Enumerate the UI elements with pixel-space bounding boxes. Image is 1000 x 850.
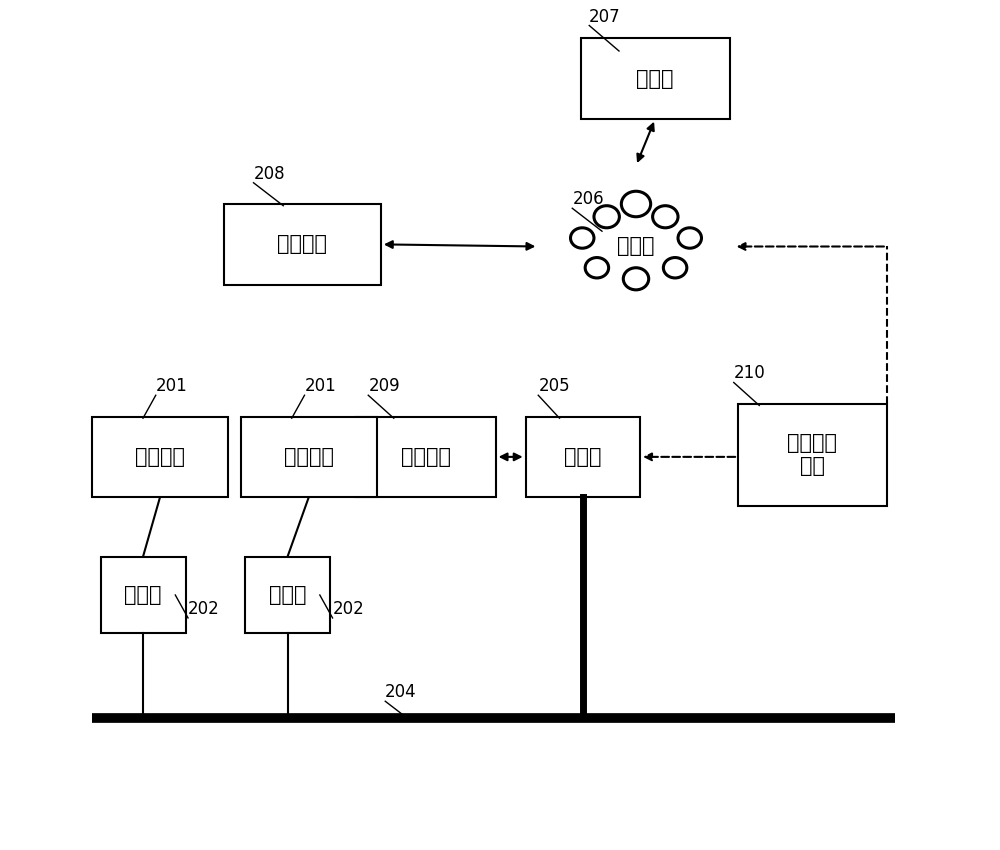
Text: 逆变器: 逆变器	[269, 585, 306, 605]
Text: 直流电源: 直流电源	[284, 447, 334, 467]
Text: 202: 202	[188, 600, 220, 618]
Ellipse shape	[585, 258, 609, 278]
Ellipse shape	[594, 206, 619, 228]
Ellipse shape	[571, 228, 594, 248]
Text: 210: 210	[734, 365, 766, 382]
Bar	[526, 416, 640, 497]
Text: 逆变器: 逆变器	[124, 585, 162, 605]
Text: 直流电源: 直流电源	[135, 447, 185, 467]
Text: 208: 208	[254, 165, 285, 183]
Bar	[245, 557, 330, 633]
Text: 本地电脑: 本地电脑	[401, 447, 451, 467]
Text: 监控终端: 监控终端	[277, 235, 327, 254]
Text: 201: 201	[305, 377, 336, 395]
Text: 互联网: 互联网	[617, 236, 655, 257]
Ellipse shape	[623, 268, 649, 290]
Ellipse shape	[621, 191, 651, 217]
Text: 207: 207	[589, 8, 621, 25]
Bar	[356, 416, 496, 497]
Bar	[241, 416, 377, 497]
Text: 数据库: 数据库	[636, 69, 674, 88]
Ellipse shape	[528, 162, 744, 332]
Ellipse shape	[653, 206, 678, 228]
Text: 202: 202	[333, 600, 364, 618]
Bar	[224, 204, 381, 285]
Ellipse shape	[678, 228, 701, 248]
Ellipse shape	[663, 258, 687, 278]
Text: 205: 205	[538, 377, 570, 395]
Text: 移动应用
设备: 移动应用 设备	[787, 434, 837, 476]
Text: 209: 209	[368, 377, 400, 395]
Text: 204: 204	[385, 683, 417, 701]
Bar	[92, 416, 228, 497]
Text: 206: 206	[572, 190, 604, 208]
Bar	[581, 38, 730, 119]
Bar	[738, 404, 887, 506]
Text: 201: 201	[156, 377, 188, 395]
Bar	[101, 557, 186, 633]
Text: 通信器: 通信器	[564, 447, 602, 467]
